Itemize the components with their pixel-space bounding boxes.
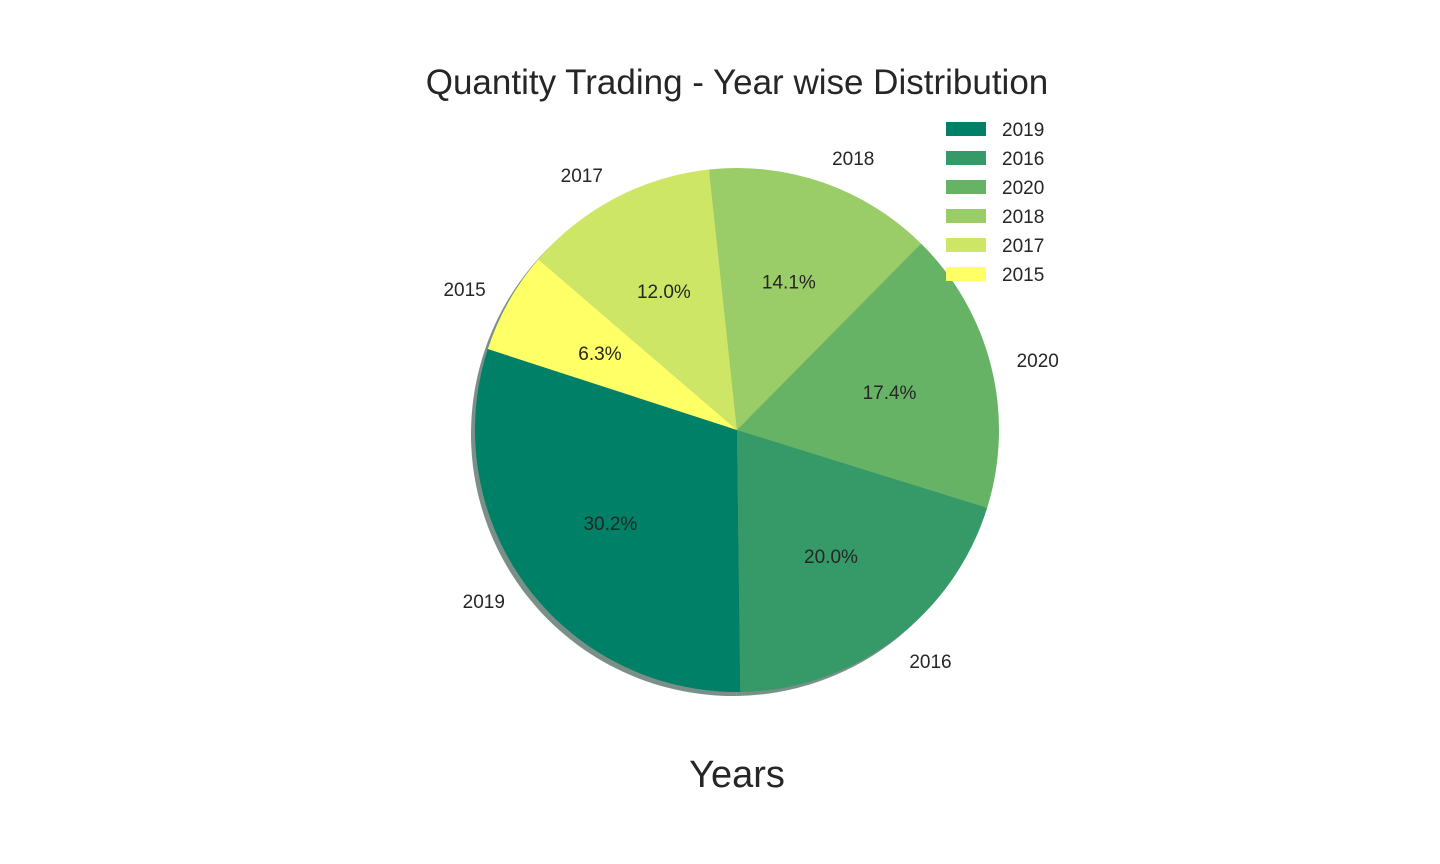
legend-label-2015: 2015 <box>1002 265 1044 286</box>
legend-swatch-2017 <box>946 238 986 252</box>
slice-label-2017: 2017 <box>561 166 603 187</box>
slice-label-2020: 2020 <box>1017 351 1059 372</box>
slice-label-2015: 2015 <box>443 280 485 301</box>
slice-percent-2020: 17.4% <box>863 383 917 404</box>
legend-label-2020: 2020 <box>1002 178 1044 199</box>
legend-swatch-2019 <box>946 122 986 136</box>
legend-swatch-2020 <box>946 180 986 194</box>
legend-swatch-2015 <box>946 267 986 281</box>
slice-percent-2019: 30.2% <box>583 514 637 535</box>
pie-slice-2020 <box>737 243 999 508</box>
pie-slice-2015 <box>487 259 737 430</box>
pie-labels: 2019 30.2% 2016 20.0% 2020 17.4% 2018 14.1% 2017… <box>443 149 1058 673</box>
pie-slice-2016 <box>737 430 988 692</box>
slice-percent-2018: 14.1% <box>762 273 816 294</box>
x-axis-label: Years <box>689 754 785 796</box>
pie-slice-2017 <box>538 169 737 430</box>
slice-percent-2015: 6.3% <box>578 344 621 365</box>
legend-label-2016: 2016 <box>1002 149 1044 170</box>
legend-swatch-2018 <box>946 209 986 223</box>
legend-label-2017: 2017 <box>1002 236 1044 257</box>
slice-label-2019: 2019 <box>463 592 505 613</box>
chart-title: Quantity Trading - Year wise Distributio… <box>426 63 1049 102</box>
legend-label-2018: 2018 <box>1002 207 1044 228</box>
legend-label-2019: 2019 <box>1002 120 1044 141</box>
slice-percent-2017: 12.0% <box>637 282 691 303</box>
slice-percent-2016: 20.0% <box>804 547 858 568</box>
legend-swatch-2016 <box>946 151 986 165</box>
pie-slices <box>474 168 999 692</box>
slice-label-2016: 2016 <box>909 652 951 673</box>
slice-label-2018: 2018 <box>832 149 874 170</box>
legend: 2019 2016 2020 2018 2017 2015 <box>946 120 1044 286</box>
pie-slice-2019 <box>474 349 741 692</box>
pie-slice-2018 <box>709 168 922 430</box>
